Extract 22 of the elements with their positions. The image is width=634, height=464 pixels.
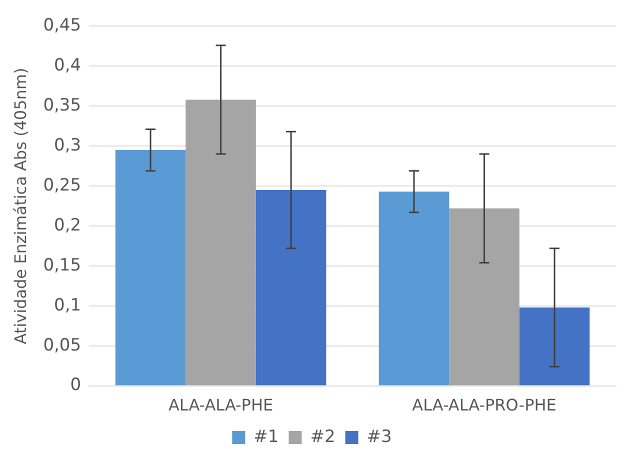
y-tick-label: 0,4	[54, 56, 82, 76]
y-tick-label: 0,15	[43, 255, 82, 276]
legend-label: #1	[254, 426, 279, 447]
y-tick-label: 0,45	[43, 16, 82, 36]
x-tick-label: ALA-ALA-PHE	[168, 396, 274, 415]
bar	[449, 208, 520, 386]
y-tick-label: 0,35	[43, 96, 82, 116]
y-axis-title: Atividade Enzimática Abs (405nm)	[10, 68, 30, 344]
bar	[519, 307, 590, 386]
y-tick-label: 0,05	[43, 335, 82, 356]
bar	[378, 192, 450, 386]
bar	[115, 150, 186, 386]
y-tick-label: 0,3	[54, 135, 82, 156]
legend-label: #2	[310, 426, 336, 447]
y-tick-label: 0	[70, 375, 82, 396]
x-tick-label: ALA-ALA-PRO-PHE	[412, 396, 556, 415]
bar	[256, 190, 326, 386]
y-tick-label: 0,1	[54, 295, 82, 316]
y-tick-label: 0,25	[43, 175, 82, 196]
bar	[186, 100, 256, 386]
legend-label: #3	[366, 426, 392, 447]
y-tick-label: 0,2	[54, 215, 82, 236]
